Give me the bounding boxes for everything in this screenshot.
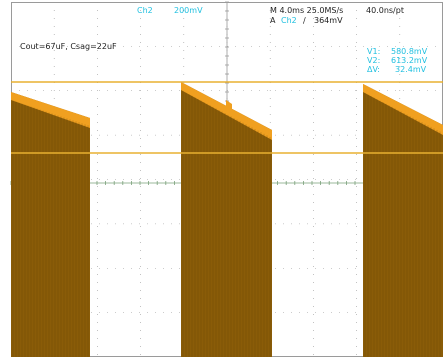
cursor-dv-label: ΔV:: [367, 65, 380, 74]
volts-per-div: 200mV: [174, 6, 203, 15]
timebase-readout: M 4.0ms 25.0MS/s: [270, 6, 344, 15]
trigger-mode: A: [270, 16, 276, 25]
trigger-channel: Ch2: [281, 16, 297, 25]
sample-resolution: 40.0ns/pt: [366, 6, 404, 15]
cursor-v2-value: 613.2mV: [391, 56, 428, 65]
cursor-v1-label: V1:: [367, 47, 381, 56]
annotation-text: Cout=67uF, Csag=22uF: [20, 42, 117, 51]
waveform-trace: [11, 82, 443, 357]
cursor-dv-value: 32.4mV: [395, 65, 427, 74]
cursor-v2-label: V2:: [367, 56, 381, 65]
channel-label: Ch2: [137, 6, 153, 15]
cursor-v1-value: 580.8mV: [391, 47, 428, 56]
trigger-slope-icon: ∕: [303, 16, 306, 25]
trigger-level: 364mV: [314, 16, 343, 25]
